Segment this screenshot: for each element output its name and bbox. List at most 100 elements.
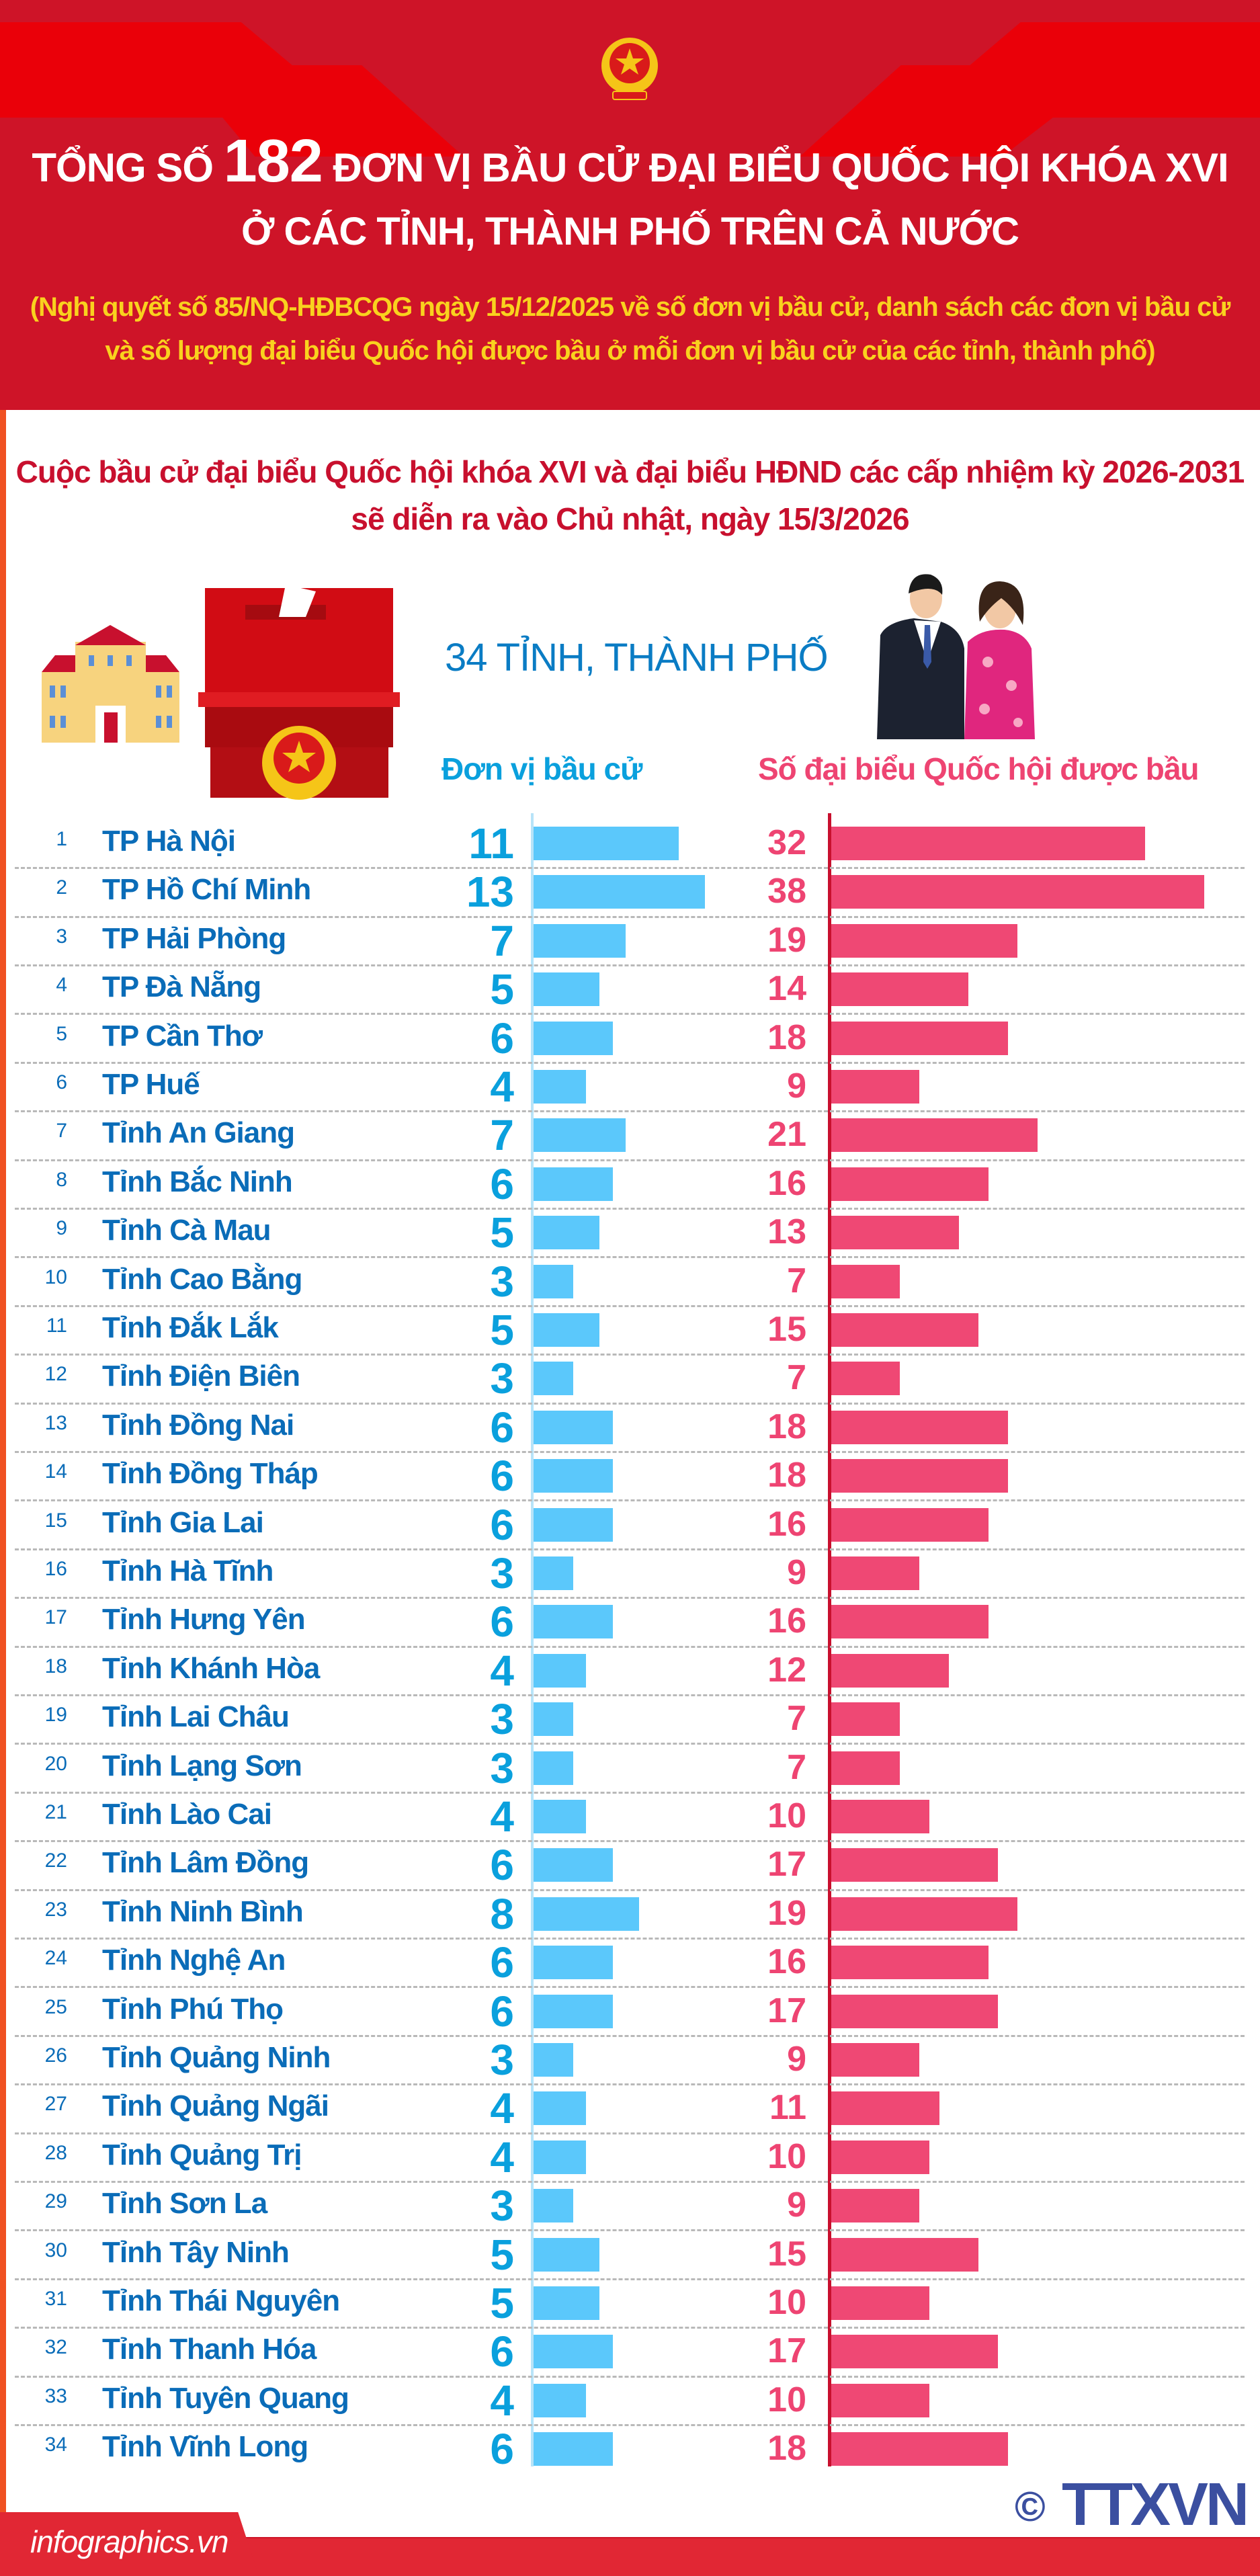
province-name: Tỉnh Phú Thọ [102, 1992, 284, 2026]
units-value: 3 [490, 2182, 514, 2231]
units-bar [534, 2043, 573, 2077]
units-value: 6 [490, 1938, 514, 1987]
row-index: 33 [44, 2384, 67, 2407]
row-index: 21 [44, 1801, 67, 1823]
deputies-bar [831, 1653, 950, 1688]
units-bar [534, 2432, 613, 2466]
units-value: 3 [490, 1354, 514, 1403]
deputies-value: 7 [787, 1261, 806, 1300]
row-divider [15, 2424, 1245, 2426]
deputies-value: 18 [767, 1017, 806, 1057]
deputies-bar [831, 1946, 989, 1980]
units-bar [534, 1021, 613, 1055]
units-bar [534, 1848, 613, 1882]
deputies-bar [831, 1313, 978, 1347]
units-bar [534, 2286, 599, 2320]
province-name: Tỉnh Đắk Lắk [102, 1311, 279, 1344]
row-index: 32 [44, 2336, 67, 2359]
deputies-value: 16 [767, 1602, 806, 1641]
deputies-bar [831, 1264, 900, 1298]
units-value: 6 [490, 1403, 514, 1452]
deputies-value: 10 [767, 1796, 806, 1835]
units-bar [534, 1653, 587, 1688]
units-bar [534, 875, 705, 909]
row-divider [15, 2181, 1245, 2183]
deputies-value: 19 [767, 920, 806, 960]
province-name: TP Cần Thơ [102, 1019, 263, 1052]
row-divider [15, 1791, 1245, 1794]
row-index: 10 [44, 1265, 67, 1288]
province-name: Tỉnh Bắc Ninh [102, 1165, 293, 1198]
deputies-bar [831, 1167, 989, 1201]
row-divider [15, 915, 1245, 918]
row-index: 4 [56, 974, 67, 997]
row-divider [15, 1159, 1245, 1161]
row-divider [15, 1061, 1245, 1064]
province-name: Tỉnh An Giang [102, 1116, 295, 1150]
deputies-bar [831, 1800, 929, 1833]
deputies-bar [831, 1070, 920, 1104]
site-link[interactable]: infographics.vn [30, 2524, 228, 2559]
title-suffix: ĐƠN VỊ BẦU CỬ ĐẠI BIỂU QUỐC HỘI KHÓA XVI [333, 145, 1229, 190]
row-divider [15, 1110, 1245, 1113]
deputies-value: 15 [767, 1310, 806, 1349]
row-divider [15, 1743, 1245, 1745]
units-bar [534, 2140, 587, 2174]
row-divider [15, 1694, 1245, 1696]
units-value: 4 [490, 1063, 514, 1111]
units-bar [534, 2189, 573, 2223]
units-bar [534, 1556, 573, 1590]
units-bar [534, 2383, 587, 2417]
deputies-value: 10 [767, 2283, 806, 2322]
row-divider [15, 1402, 1245, 1405]
province-name: Tỉnh Lạng Sơn [102, 1749, 302, 1782]
row-index: 16 [44, 1558, 67, 1580]
row-divider [15, 1451, 1245, 1453]
units-bar [534, 827, 679, 860]
units-value: 4 [490, 2132, 514, 2182]
row-index: 20 [44, 1752, 67, 1775]
row-divider [15, 2375, 1245, 2378]
deputies-value: 9 [787, 2040, 806, 2079]
province-name: TP Huế [102, 1068, 200, 1101]
units-bar [534, 923, 626, 958]
row-index: 7 [56, 1120, 67, 1142]
row-index: 2 [56, 876, 67, 899]
units-value: 6 [490, 1452, 514, 1501]
row-index: 29 [44, 2190, 67, 2213]
deputies-bar [831, 2335, 999, 2369]
deputies-bar [831, 1848, 999, 1882]
deputies-bar [831, 972, 969, 1007]
province-name: TP Hà Nội [102, 825, 236, 858]
deputies-value: 9 [787, 2186, 806, 2225]
province-name: Tỉnh Lai Châu [102, 1700, 290, 1734]
page-title: TỔNG SỐ 182 ĐƠN VỊ BẦU CỬ ĐẠI BIỂU QUỐC … [0, 131, 1260, 195]
province-name: Tỉnh Hà Tĩnh [102, 1554, 274, 1587]
province-name: TP Hải Phòng [102, 921, 286, 955]
row-divider [15, 1986, 1245, 1989]
deputies-value: 12 [767, 1650, 806, 1690]
units-bar [534, 1800, 587, 1833]
row-index: 12 [44, 1363, 67, 1386]
row-divider [15, 1499, 1245, 1502]
deputies-bar [831, 827, 1146, 860]
deputies-bar [831, 1021, 1008, 1055]
units-value: 3 [490, 1695, 514, 1744]
province-name: Tỉnh Ninh Bình [102, 1895, 304, 1928]
footer-site-tab [0, 2512, 259, 2576]
deputies-value: 13 [767, 1212, 806, 1252]
province-name: Tỉnh Tây Ninh [102, 2235, 290, 2269]
province-name: Tỉnh Khánh Hòa [102, 1651, 320, 1685]
province-name: Tỉnh Nghệ An [102, 1944, 286, 1977]
school-building-icon [42, 625, 179, 743]
province-name: Tỉnh Quảng Trị [102, 2138, 302, 2171]
province-name: Tỉnh Đồng Nai [102, 1408, 294, 1442]
deputies-value: 7 [787, 1358, 806, 1398]
row-index: 24 [44, 1947, 67, 1970]
deputies-bar [831, 2043, 920, 2077]
province-name: Tỉnh Thanh Hóa [102, 2333, 317, 2366]
deputies-value: 16 [767, 1942, 806, 1982]
units-bar [534, 1362, 573, 1396]
province-name: Tỉnh Quảng Ninh [102, 2041, 331, 2074]
units-bar [534, 972, 599, 1007]
